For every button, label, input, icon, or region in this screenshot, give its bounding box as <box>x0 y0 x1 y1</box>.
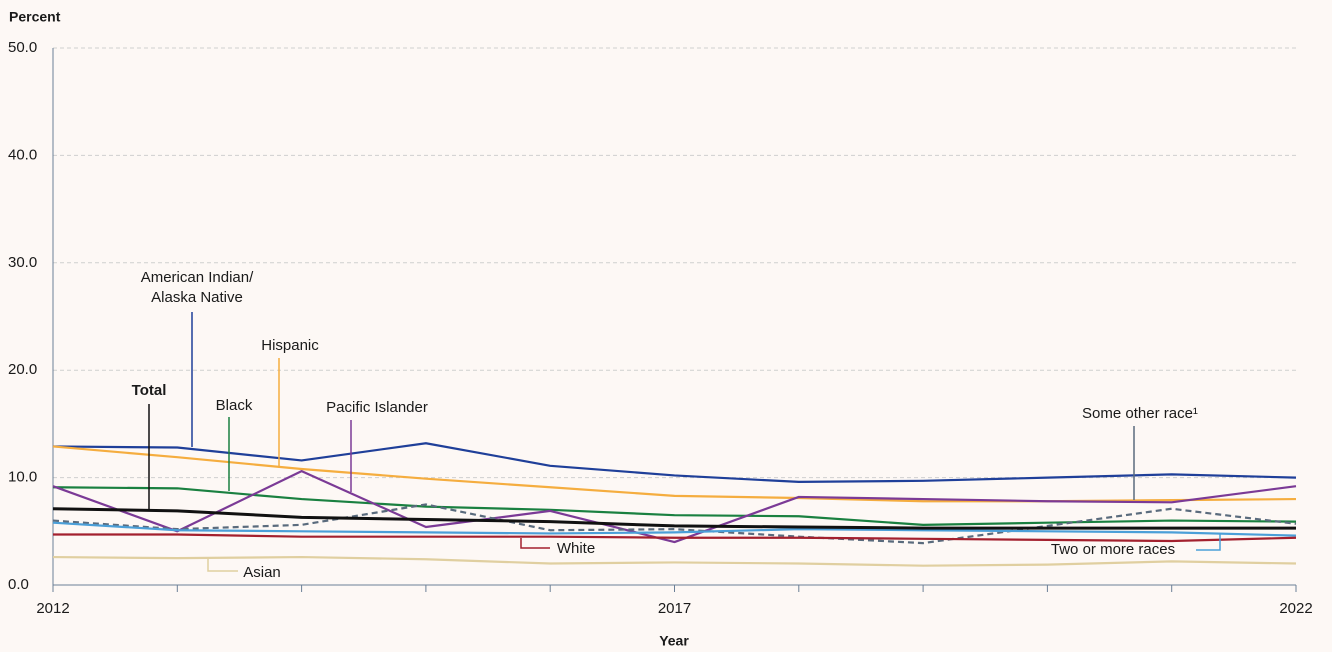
series-label: Pacific Islander <box>326 399 428 416</box>
x-tick-label: 2017 <box>658 600 691 617</box>
y-tick-label: 20.0 <box>8 361 37 378</box>
series-label: Black <box>215 397 253 414</box>
series-line <box>52 442 1297 483</box>
x-tick-label: 2012 <box>36 600 69 617</box>
series-label: Some other race¹ <box>1082 405 1198 422</box>
series-line <box>52 521 1297 537</box>
y-tick-label: 0.0 <box>8 576 29 593</box>
series-line <box>52 555 1297 567</box>
y-tick-label: 40.0 <box>8 146 37 163</box>
y-tick-label: 30.0 <box>8 254 37 271</box>
y-axis-label: Percent <box>9 9 61 25</box>
series-label: White <box>556 540 596 557</box>
series-line <box>52 507 1296 530</box>
series-label: Asian <box>243 564 281 581</box>
series-line <box>52 470 1297 544</box>
series-label: Hispanic <box>261 337 319 354</box>
series-line <box>52 486 1297 526</box>
y-tick-label: 50.0 <box>8 39 37 56</box>
y-tick-label: 10.0 <box>8 469 37 486</box>
series-line <box>52 503 1297 545</box>
x-axis-label: Year <box>659 633 689 649</box>
x-tick-label: 2022 <box>1279 600 1312 617</box>
series-label: Total <box>131 382 167 399</box>
leader-line <box>207 558 238 572</box>
series-label: American Indian/ Alaska Native <box>140 269 254 306</box>
series-label: Two or more races <box>1050 541 1176 558</box>
leader-line <box>520 538 550 549</box>
series-line <box>53 533 1297 543</box>
leader-line <box>1196 534 1221 551</box>
